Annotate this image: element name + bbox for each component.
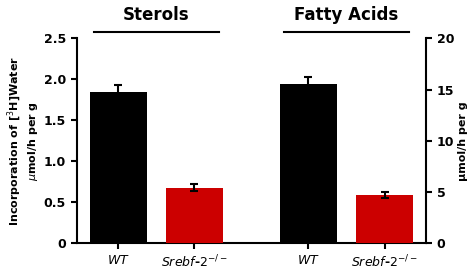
Bar	[280, 84, 337, 243]
Text: Fatty Acids: Fatty Acids	[294, 6, 399, 24]
Bar	[356, 195, 413, 243]
Bar	[166, 188, 223, 243]
Bar	[90, 92, 147, 243]
Y-axis label: Incorporation of [$^{3}$H]Water
$\mu$mol/h per g: Incorporation of [$^{3}$H]Water $\mu$mol…	[6, 56, 40, 226]
Text: Sterols: Sterols	[123, 6, 190, 24]
Y-axis label: μmol/h per g: μmol/h per g	[458, 101, 468, 181]
